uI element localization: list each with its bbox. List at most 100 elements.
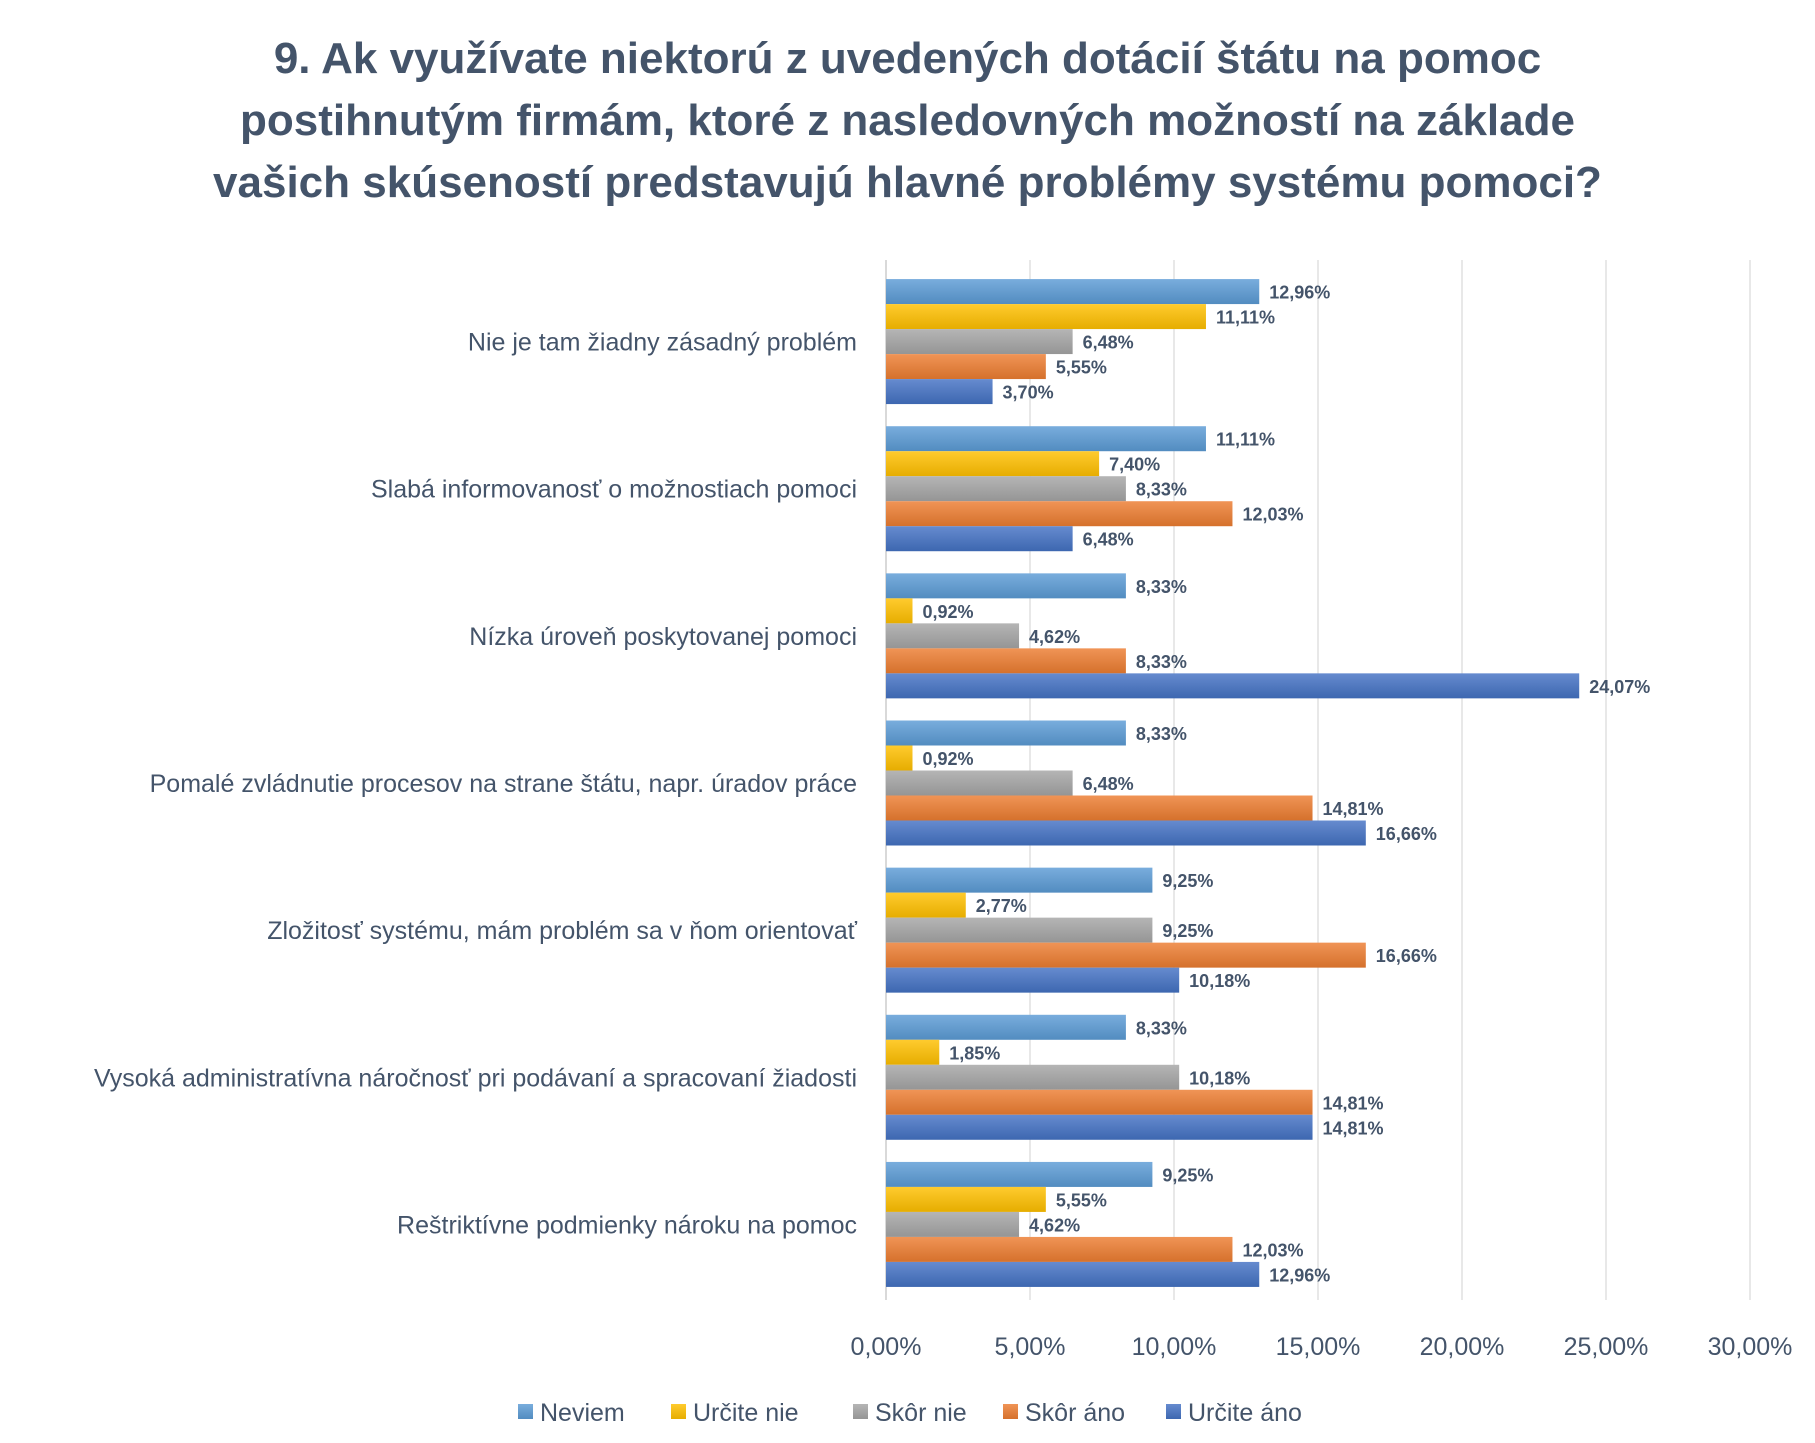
data-label: 14,81% [1323, 799, 1384, 819]
data-label: 0,92% [922, 749, 973, 769]
category-label: Nie je tam žiadny zásadný problém [468, 329, 857, 357]
legend-label: Určite áno [1188, 1399, 1302, 1427]
data-label: 8,33% [1136, 1018, 1187, 1038]
bar-sk-r-no [886, 1236, 1233, 1262]
legend-item[interactable]: Určite nie [671, 1399, 799, 1427]
legend-item[interactable]: Skôr nie [853, 1399, 967, 1427]
data-label: 10,18% [1189, 971, 1250, 991]
bar-ur-ite-nie [886, 451, 1100, 477]
chart-title-line: 9. Ak využívate niektorú z uvedených dot… [273, 34, 1542, 83]
data-label: 9,25% [1162, 871, 1213, 891]
bar-neviem [886, 573, 1126, 599]
data-label: 3,70% [1003, 383, 1054, 403]
data-label: 0,92% [922, 602, 973, 622]
data-label: 12,96% [1269, 283, 1330, 303]
legend-item[interactable]: Určite áno [1166, 1399, 1302, 1427]
bar-ur-ite-nie [886, 598, 913, 624]
legend-label: Určite nie [693, 1399, 799, 1427]
bar-neviem [886, 1161, 1153, 1187]
x-tick-label: 20,00% [1420, 1333, 1505, 1361]
category-label: Reštriktívne podmienky nároku na pomoc [397, 1211, 857, 1239]
bar-ur-ite-no [886, 379, 993, 405]
chart-title-line: vašich skúseností predstavujú hlavné pro… [213, 158, 1602, 207]
bar-neviem [886, 1014, 1126, 1040]
data-label: 9,25% [1162, 921, 1213, 941]
x-tick-label: 5,00% [995, 1333, 1066, 1361]
data-label: 12,03% [1242, 505, 1303, 525]
x-tick-label: 10,00% [1132, 1333, 1217, 1361]
bar-neviem [886, 279, 1260, 305]
bar-sk-r-nie [886, 476, 1126, 502]
bar-ur-ite-no [886, 673, 1580, 699]
data-label: 16,66% [1376, 824, 1437, 844]
category-label: Slabá informovanosť o možnostiach pomoci [371, 476, 857, 504]
legend-swatch [518, 1404, 533, 1419]
bar-sk-r-no [886, 354, 1046, 380]
bar-sk-r-nie [886, 1064, 1180, 1090]
chart-title-line: postihnutým firmám, ktoré z nasledovných… [240, 96, 1575, 145]
legend-swatch [853, 1404, 868, 1419]
bar-sk-r-no [886, 942, 1366, 968]
legend-label: Skôr áno [1025, 1399, 1125, 1427]
bar-neviem [886, 426, 1206, 452]
data-label: 24,07% [1589, 677, 1650, 697]
bars [886, 279, 1580, 1287]
data-label: 16,66% [1376, 946, 1437, 966]
legend-item[interactable]: Neviem [518, 1399, 625, 1427]
data-label: 10,18% [1189, 1068, 1250, 1088]
data-label: 12,03% [1242, 1240, 1303, 1260]
bar-ur-ite-no [886, 967, 1180, 993]
data-label: 6,48% [1083, 774, 1134, 794]
data-label: 12,96% [1269, 1265, 1330, 1285]
data-label: 2,77% [976, 896, 1027, 916]
bar-neviem [886, 867, 1153, 893]
legend-swatch [1166, 1404, 1181, 1419]
data-label: 4,62% [1029, 1215, 1080, 1235]
data-label: 6,48% [1083, 333, 1134, 353]
data-label: 9,25% [1162, 1165, 1213, 1185]
data-label: 14,81% [1323, 1093, 1384, 1113]
legend: Neviem Určite nie Skôr nie Skôr áno Určite á… [518, 1399, 1302, 1427]
bar-ur-ite-nie [886, 1039, 940, 1065]
bar-sk-r-no [886, 648, 1126, 674]
bar-ur-ite-no [886, 820, 1366, 846]
bar-ur-ite-nie [886, 745, 913, 771]
bar-sk-r-no [886, 795, 1313, 821]
legend-label: Skôr nie [875, 1399, 967, 1427]
data-label: 4,62% [1029, 627, 1080, 647]
bar-sk-r-nie [886, 623, 1020, 649]
category-label: Pomalé zvládnutie procesov na strane štá… [150, 770, 857, 798]
bar-sk-r-nie [886, 329, 1073, 355]
category-label: Nízka úroveň poskytovanej pomoci [469, 623, 857, 651]
data-label: 14,81% [1323, 1118, 1384, 1138]
category-labels: Nie je tam žiadny zásadný problém Slabá i… [94, 329, 858, 1240]
data-label: 5,55% [1056, 1190, 1107, 1210]
data-labels: 12,96%11,11%6,48%5,55%3,70%11,11%7,40%8,… [922, 283, 1650, 1286]
data-label: 6,48% [1083, 530, 1134, 550]
data-label: 8,33% [1136, 480, 1187, 500]
bar-ur-ite-no [886, 526, 1073, 552]
category-label: Zložitosť systému, mám problém sa v ňom … [267, 917, 857, 945]
bar-sk-r-no [886, 501, 1233, 527]
bar-ur-ite-nie [886, 892, 966, 918]
data-label: 7,40% [1109, 455, 1160, 475]
bar-neviem [886, 720, 1126, 746]
x-axis-ticks: 0,00% 5,00% 10,00% 15,00% 20,00% 25,00% 30,00% [851, 1333, 1793, 1361]
x-tick-label: 0,00% [851, 1333, 922, 1361]
bar-sk-r-nie [886, 770, 1073, 796]
bar-sk-r-nie [886, 917, 1153, 943]
x-tick-label: 25,00% [1564, 1333, 1649, 1361]
data-label: 8,33% [1136, 724, 1187, 744]
legend-swatch [1003, 1404, 1018, 1419]
bar-sk-r-nie [886, 1211, 1020, 1237]
x-tick-label: 15,00% [1276, 1333, 1361, 1361]
bar-ur-ite-nie [886, 304, 1206, 330]
legend-swatch [671, 1404, 686, 1419]
data-label: 1,85% [949, 1043, 1000, 1063]
chart-title: 9. Ak využívate niektorú z uvedených dot… [0, 28, 1815, 214]
bar-ur-ite-nie [886, 1186, 1046, 1212]
data-label: 11,11% [1216, 430, 1275, 450]
legend-item[interactable]: Skôr áno [1003, 1399, 1125, 1427]
bar-ur-ite-no [886, 1114, 1313, 1140]
